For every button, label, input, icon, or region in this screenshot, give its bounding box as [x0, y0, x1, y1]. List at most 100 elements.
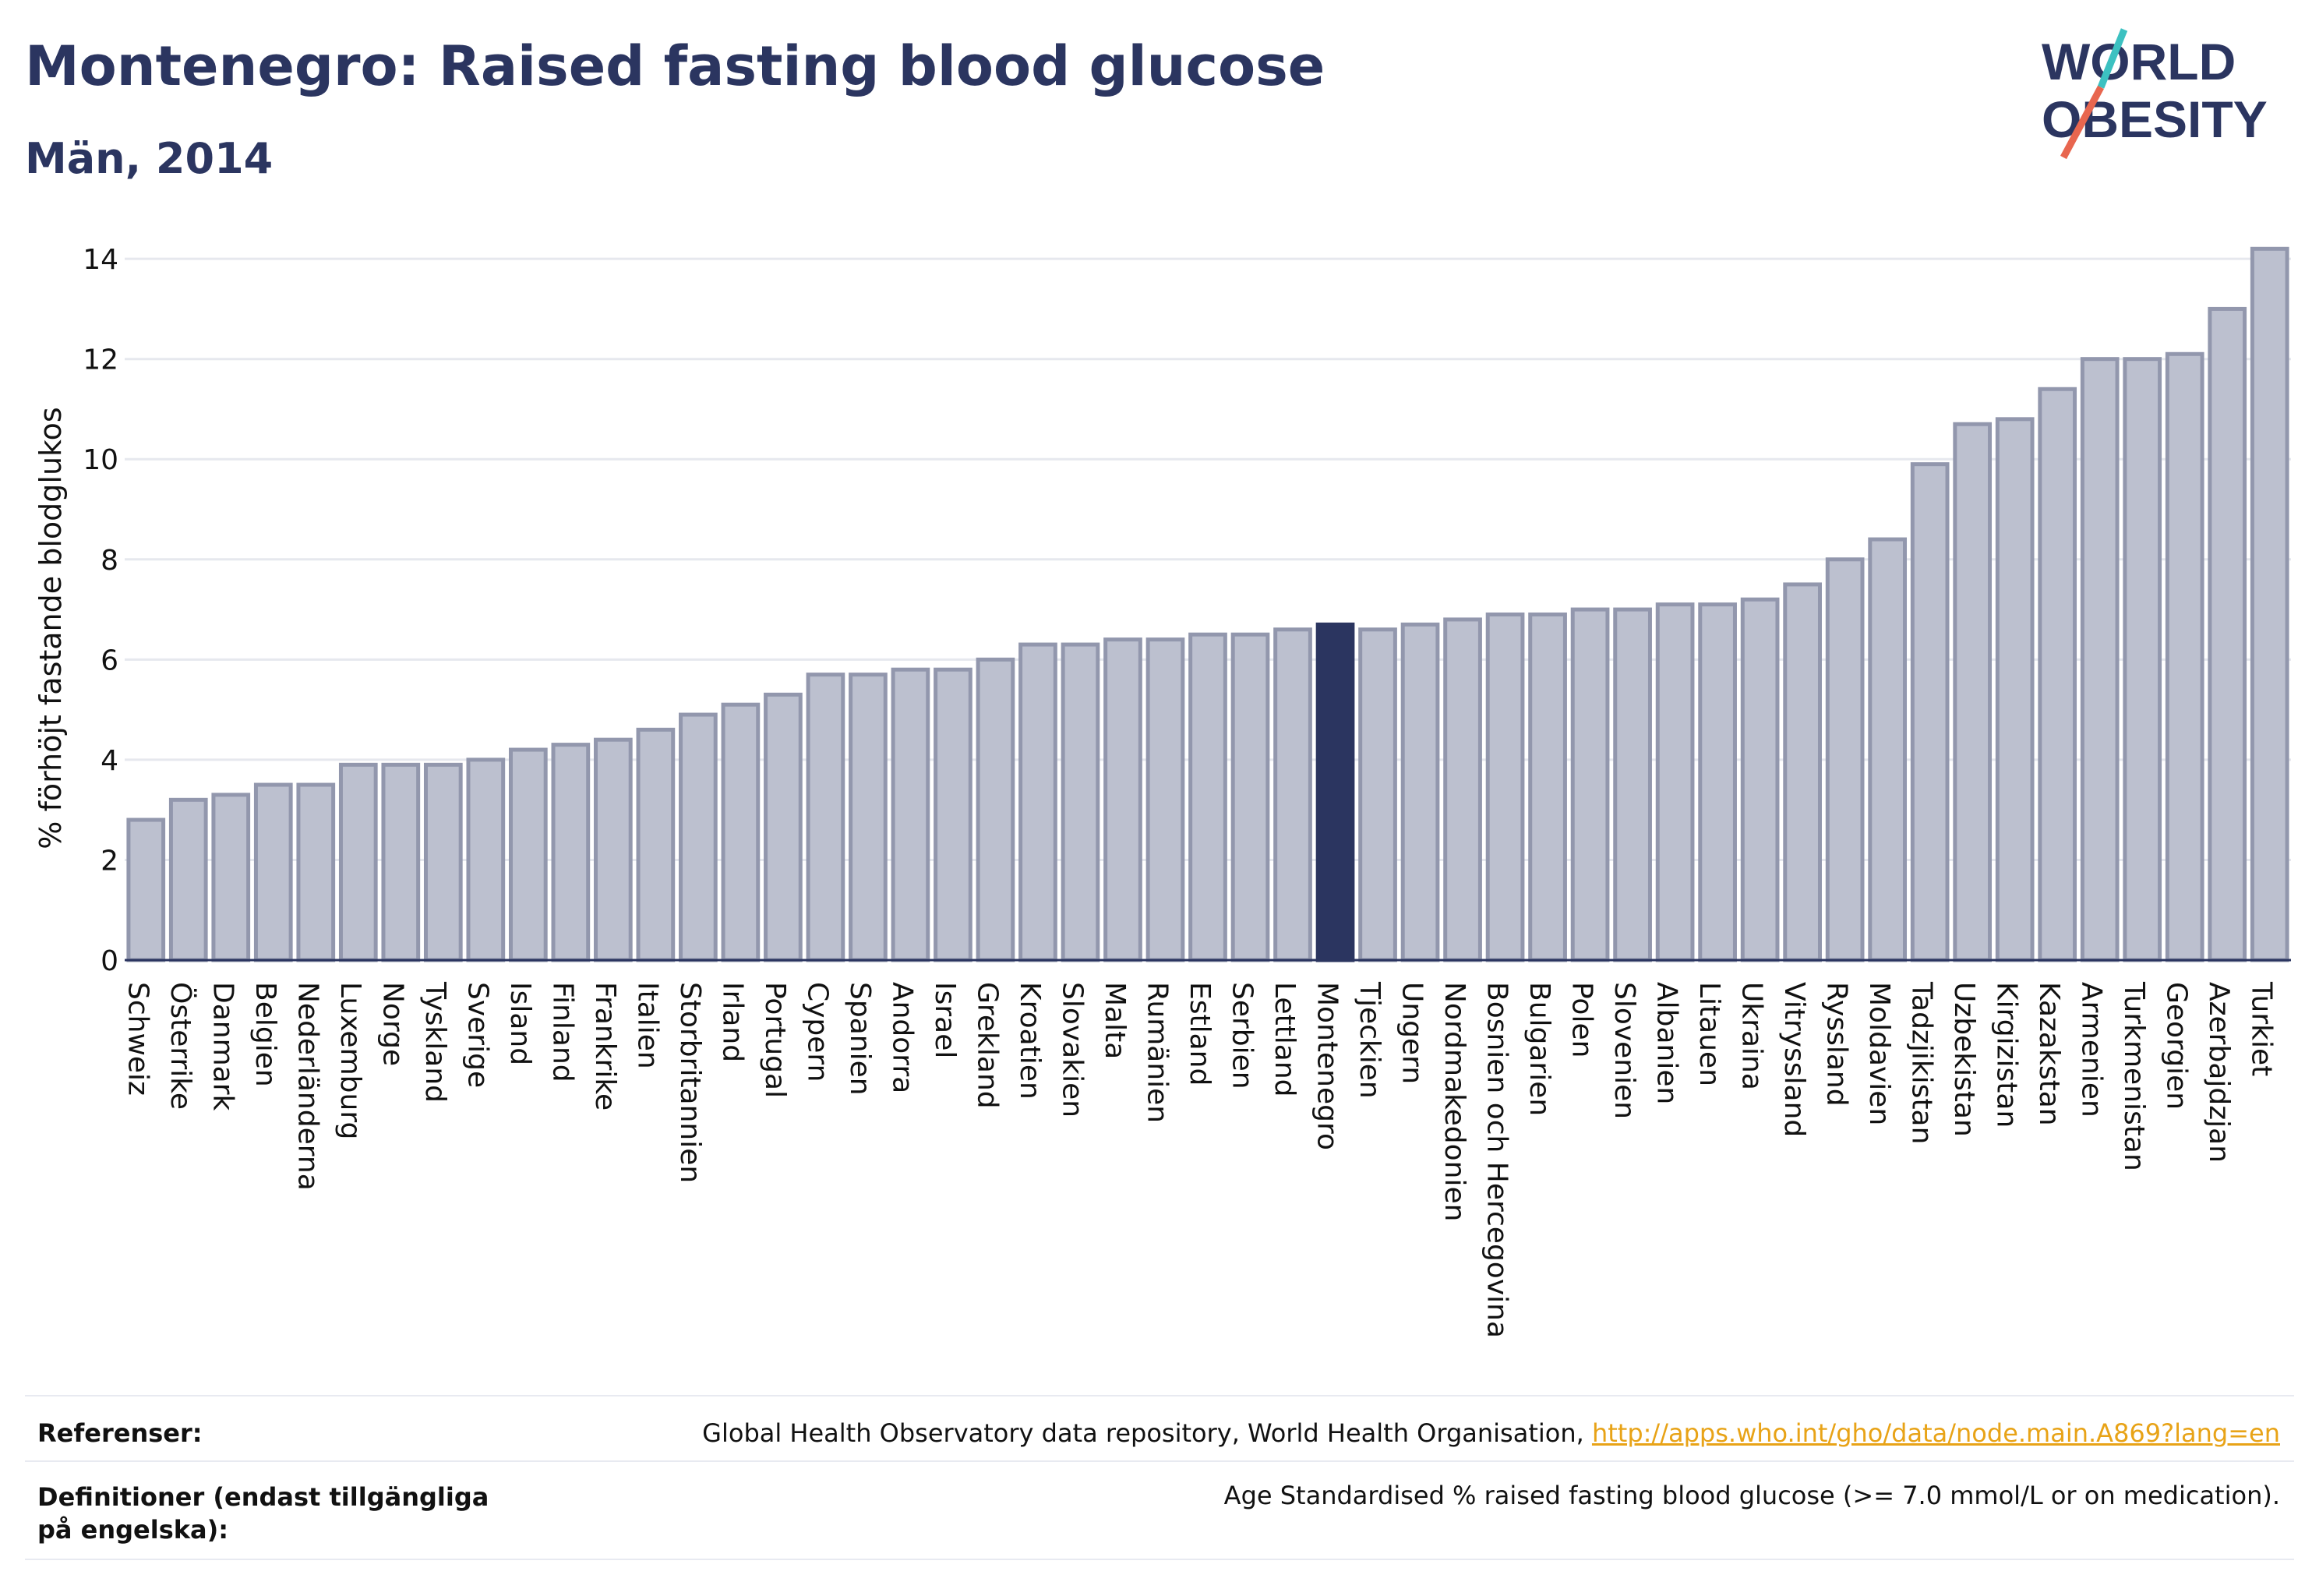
- bar-storbritannien: [679, 712, 718, 962]
- x-tick-label: Portugal: [759, 982, 791, 1098]
- bar-norge: [381, 762, 421, 962]
- x-tick-label: Malta: [1099, 982, 1131, 1059]
- bar-nederländerna: [296, 782, 336, 962]
- y-tick-label: 6: [101, 644, 118, 676]
- bar-bosnien-och-hercegovina: [1485, 612, 1525, 962]
- x-tick-label: Polen: [1566, 982, 1598, 1058]
- definitions-text: Age Standardised % raised fasting blood …: [1223, 1481, 2280, 1510]
- bar-azerbajdzjan: [2208, 306, 2247, 962]
- x-tick-label: Sverige: [461, 982, 493, 1088]
- x-tick-label: Danmark: [206, 982, 238, 1111]
- logo-slash-teal-icon: [2097, 28, 2128, 89]
- y-tick-label: 2: [101, 845, 118, 877]
- bar-tjeckien: [1358, 627, 1397, 962]
- bar-finland: [551, 743, 591, 962]
- world-obesity-logo: WORLD OBESITY: [2042, 28, 2268, 160]
- bar-vitryssland: [1783, 582, 1822, 962]
- y-axis-label: % förhöjt fastande blodglukos: [34, 407, 68, 849]
- footer-divider-top: [25, 1395, 2294, 1396]
- bar-lettland: [1273, 627, 1312, 962]
- y-tick-label: 12: [83, 344, 118, 376]
- bar-portugal: [764, 692, 803, 962]
- bar-sverige: [466, 757, 506, 962]
- bar-rumänien: [1145, 637, 1185, 962]
- bar-chart: 0 2 4 6 8 10 12 14 Schweiz Österrike Danmark Belgi…: [34, 244, 2291, 1338]
- y-tick-label: 0: [101, 945, 118, 977]
- x-tick-label: Nordmakedonien: [1438, 982, 1470, 1221]
- logo-line2: OBESITY: [2042, 90, 2268, 148]
- bar-tadzjikistan: [1910, 462, 1950, 962]
- bar-albanien: [1655, 602, 1695, 962]
- references-link[interactable]: http://apps.who.int/gho/data/node.main.A…: [1591, 1418, 2280, 1448]
- x-tick-label: Luxemburg: [334, 982, 366, 1139]
- bar-irland: [721, 702, 761, 962]
- bar-slovenien: [1613, 607, 1652, 962]
- x-tick-label: Azerbajdzjan: [2203, 982, 2235, 1163]
- x-tick-label: Cypern: [801, 982, 833, 1082]
- bar-tyskland: [423, 762, 463, 962]
- bar-kazakstan: [2038, 387, 2077, 962]
- x-tick-label: Kazakstan: [2033, 982, 2065, 1126]
- x-tick-label: Litauen: [1693, 982, 1725, 1086]
- bar-frankrike: [594, 737, 633, 962]
- bar-moldavien: [1868, 537, 1908, 962]
- x-tick-label: Finland: [546, 982, 578, 1082]
- x-tick-label: Serbien: [1227, 982, 1258, 1089]
- bar-kirgizistan: [1995, 417, 2035, 962]
- bar-georgien: [2165, 351, 2204, 962]
- x-tick-label: Norge: [376, 982, 408, 1066]
- x-tick-label: Storbritannien: [674, 982, 706, 1183]
- x-tick-label: Tadzjikistan: [1906, 981, 1938, 1144]
- x-tick-label: Andorra: [886, 982, 918, 1093]
- bar-slovakien: [1061, 642, 1100, 962]
- bar-bulgarien: [1528, 612, 1567, 962]
- x-tick-label: Turkiet: [2246, 981, 2278, 1076]
- x-tick-label: Bosnien och Hercegovina: [1481, 982, 1513, 1338]
- x-tick-label: Turkmenistan: [2118, 981, 2150, 1171]
- x-tick-label: Lettland: [1269, 982, 1301, 1097]
- references-source: Global Health Observatory data repositor…: [702, 1418, 1592, 1448]
- bar-israel: [934, 667, 972, 962]
- x-tick-label: Ungern: [1396, 982, 1428, 1084]
- bar-estland: [1188, 632, 1227, 962]
- bar-armenien: [2080, 357, 2120, 962]
- bar-andorra: [891, 667, 930, 962]
- x-tick-label: Kirgizistan: [1991, 982, 2023, 1128]
- x-tick-label: Slovakien: [1056, 982, 1088, 1118]
- references-label: Referenser:: [37, 1418, 203, 1448]
- bar-danmark: [211, 793, 251, 962]
- x-tick-label: Spanien: [844, 982, 876, 1096]
- x-tick-label: Island: [504, 982, 536, 1065]
- bar-grekland: [976, 657, 1015, 962]
- logo-slash-coral-icon: [2060, 85, 2104, 160]
- x-tick-label: Schweiz: [122, 982, 154, 1096]
- bar-polen: [1570, 607, 1610, 962]
- bar-luxemburg: [338, 762, 378, 962]
- x-tick-label: Vitryssland: [1778, 982, 1810, 1137]
- bar-serbien: [1230, 632, 1270, 962]
- bar-spanien: [849, 673, 888, 962]
- bar-belgien: [253, 782, 293, 962]
- x-tick-label: Österrike: [164, 982, 197, 1110]
- bar-turkmenistan: [2123, 357, 2162, 962]
- bar-kroatien: [1018, 642, 1057, 962]
- bar-cypern: [806, 673, 845, 962]
- bar-italien: [636, 727, 676, 962]
- logo-line1: WORLD: [2042, 33, 2236, 90]
- page-title: Montenegro: Raised fasting blood glucose: [25, 34, 1325, 98]
- bar-turkiet: [2250, 246, 2289, 962]
- references-text: Global Health Observatory data repositor…: [702, 1418, 2280, 1448]
- x-tick-label: Belgien: [249, 982, 281, 1087]
- bar-nordmakedonien: [1443, 617, 1482, 962]
- x-tick-label: Albanien: [1651, 982, 1683, 1104]
- y-axis-ticks: 0 2 4 6 8 10 12 14: [83, 244, 118, 977]
- y-tick-label: 8: [101, 545, 118, 577]
- footer-divider-bottom: [25, 1559, 2294, 1560]
- bar-österrike: [168, 797, 208, 962]
- bars: [126, 246, 2289, 962]
- bar-ungern: [1400, 622, 1440, 962]
- x-tick-label: Georgien: [2161, 982, 2193, 1110]
- bar-schweiz: [126, 817, 166, 962]
- bar-ukraina: [1740, 597, 1780, 962]
- x-tick-label: Tyskland: [419, 981, 451, 1103]
